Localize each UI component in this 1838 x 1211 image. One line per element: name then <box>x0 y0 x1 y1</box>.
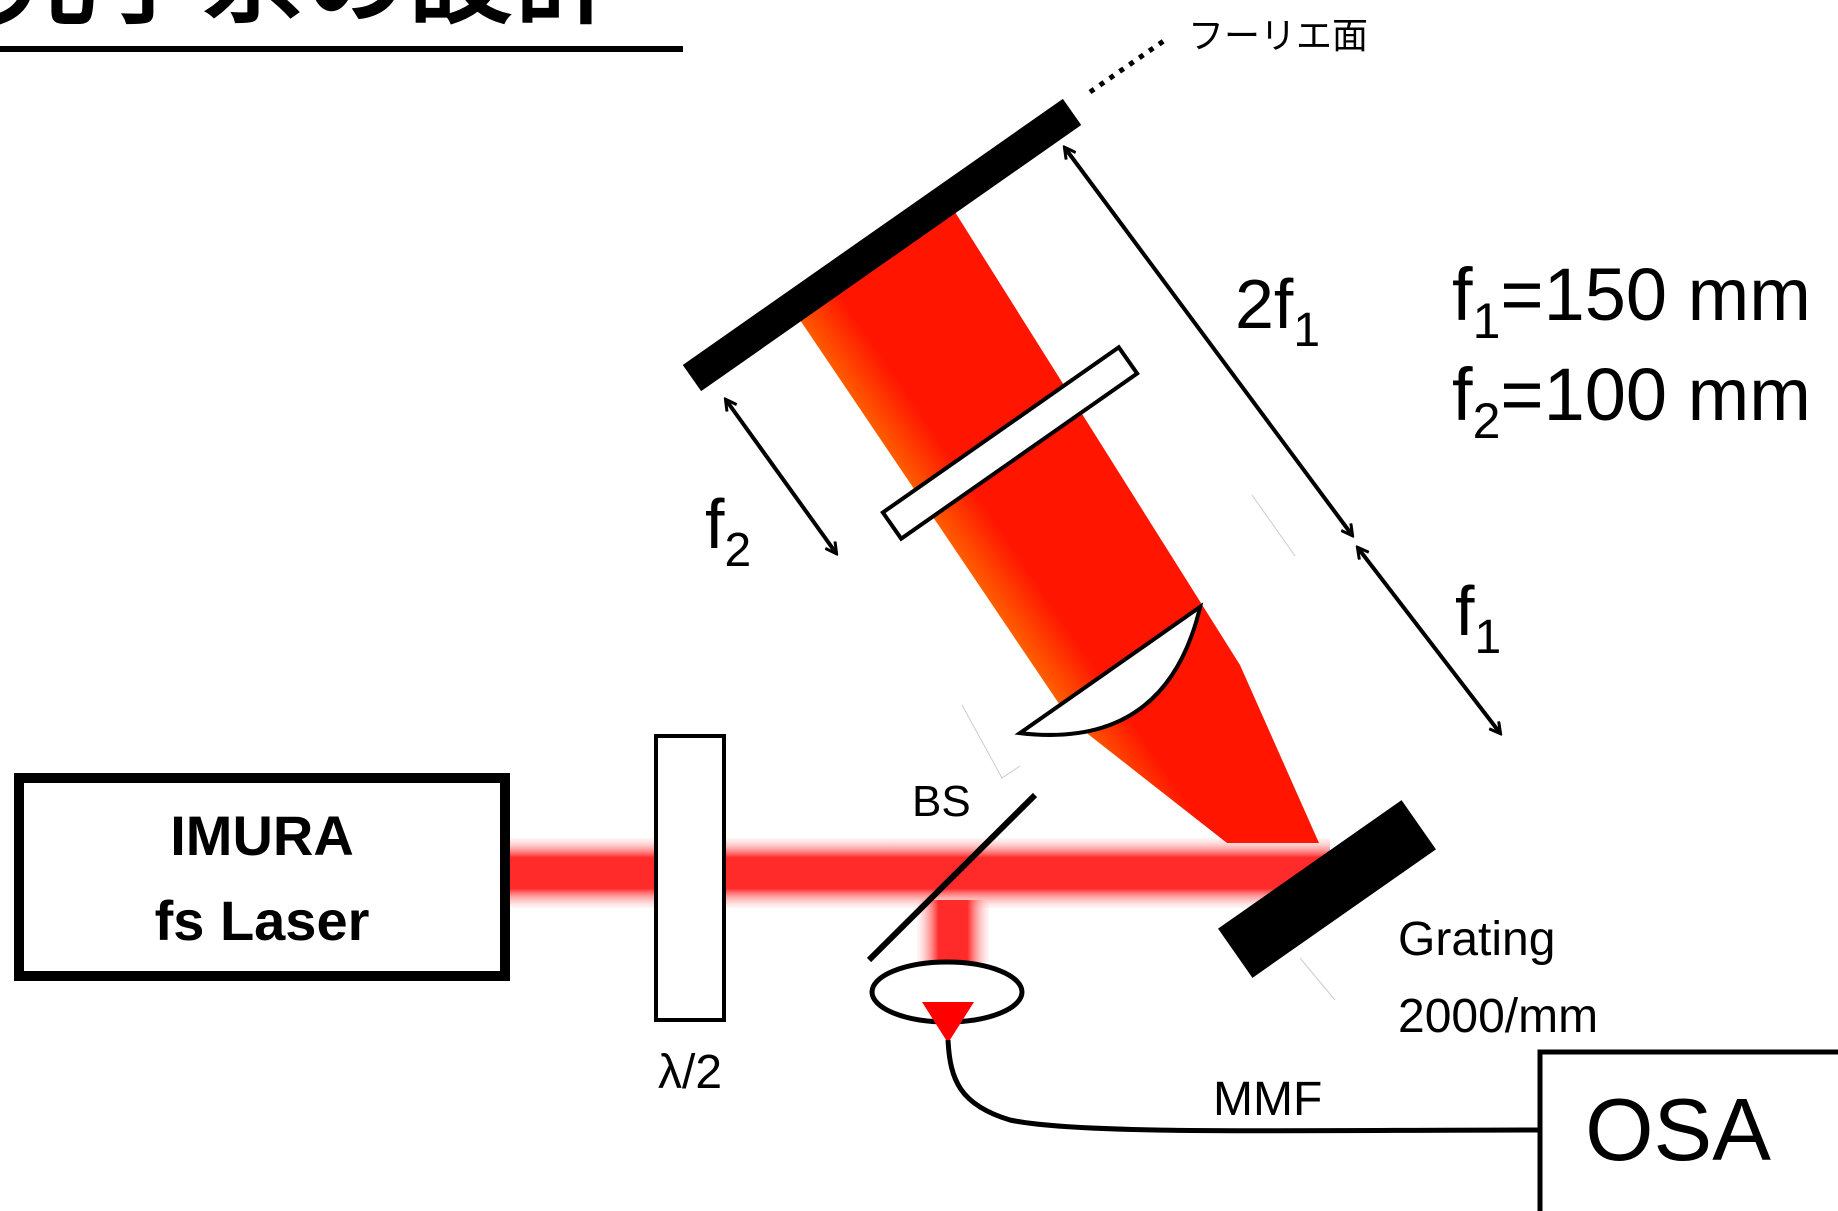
laser-label-line1: IMURA <box>170 804 354 867</box>
label-f2-sub: 2 <box>724 524 751 577</box>
f2-spec-symbol: f <box>1452 353 1473 436</box>
dimension-arrow-2f1 <box>1065 148 1352 535</box>
fiber-input-tip <box>922 1002 974 1043</box>
f1-spec: f1=150 mm <box>1452 253 1811 349</box>
osa-label: OSA <box>1585 1080 1771 1179</box>
laser-box <box>14 773 510 981</box>
fourier-plane-dotted-line <box>1088 37 1167 95</box>
grating <box>1218 800 1436 978</box>
label-f2: f2 <box>705 485 751 577</box>
osa-box <box>1537 1049 1838 1211</box>
label-2f1: 2f1 <box>1235 265 1320 357</box>
title-underline <box>0 46 683 52</box>
page-title: 光学系の設計 <box>0 0 616 39</box>
fourier-plane-label: フーリエ面 <box>1188 16 1368 57</box>
reflected-beam <box>917 900 989 962</box>
f1-spec-symbol: f <box>1452 253 1473 336</box>
grating-label-line2: 2000/mm <box>1398 990 1598 1043</box>
lens-f1 <box>1014 602 1204 737</box>
grating-label-line1: Grating <box>1398 913 1555 966</box>
f1-spec-sub: 1 <box>1473 293 1501 349</box>
half-wave-plate-label: λ/2 <box>658 1046 722 1099</box>
dimension-arrow-f1 <box>1358 548 1500 733</box>
half-wave-plate <box>654 734 726 1022</box>
label-2f1-sub: 1 <box>1293 304 1320 357</box>
fourier-plane-mirror <box>682 98 1082 392</box>
f2-spec: f2=100 mm <box>1452 353 1811 449</box>
label-f2-main: f <box>705 485 725 563</box>
f2-spec-sub: 2 <box>1473 393 1501 449</box>
multimode-fiber <box>945 1039 1543 1134</box>
label-f1-main: f <box>1455 572 1475 650</box>
spectrum-beam <box>800 212 1319 843</box>
dimension-arrow-f2 <box>726 400 836 553</box>
laser-label-line2: fs Laser <box>155 889 370 952</box>
laser-beam <box>505 838 1330 908</box>
beam-splitter-label: BS <box>912 777 971 826</box>
label-2f1-main: 2f <box>1235 265 1294 343</box>
label-f1: f1 <box>1455 572 1501 664</box>
f1-spec-value: =150 mm <box>1500 253 1811 336</box>
f2-spec-value: =100 mm <box>1500 353 1811 436</box>
label-f1-sub: 1 <box>1474 611 1501 664</box>
beam-splitter <box>866 792 1038 963</box>
fiber-label: MMF <box>1213 1073 1322 1126</box>
